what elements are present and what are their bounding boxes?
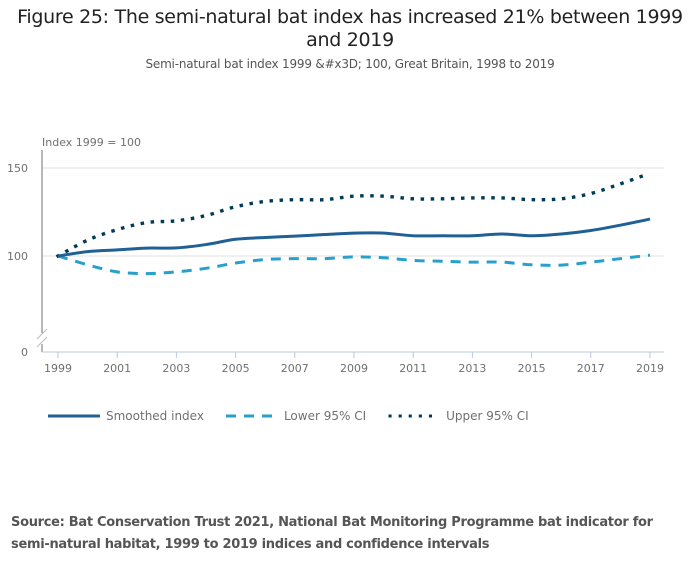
series-line-lower-95-ci <box>57 253 651 276</box>
y-tick-label: 0 <box>21 346 28 359</box>
legend: Smoothed index Lower 95% CI Upper 95% CI <box>48 408 551 424</box>
x-tick-label: 2009 <box>340 362 368 375</box>
series-line-upper-95-ci <box>55 171 653 259</box>
x-tick-label: 2019 <box>636 362 664 375</box>
legend-item-smoothed: Smoothed index <box>48 409 204 423</box>
x-tick-label: 2011 <box>399 362 427 375</box>
x-tick-label: 2005 <box>222 362 250 375</box>
chart-subtitle: Semi-natural bat index 1999 &#x3D; 100, … <box>145 57 555 71</box>
gridlines <box>42 167 664 257</box>
source-note: Source: Bat Conservation Trust 2021, Nat… <box>11 515 653 552</box>
legend-label: Lower 95% CI <box>283 409 367 423</box>
x-tick-label: 2007 <box>281 362 309 375</box>
x-tick-label: 2015 <box>518 362 546 375</box>
x-tick-label: 2001 <box>103 362 131 375</box>
dotted-line-swatch-icon <box>388 414 441 418</box>
legend-item-upper-ci: Upper 95% CI <box>388 409 529 423</box>
legend-label: Smoothed index <box>106 409 204 423</box>
series-lines <box>55 171 653 276</box>
chart-title: Figure 25: The semi-natural bat index ha… <box>17 6 683 51</box>
x-tick-label: 2003 <box>162 362 190 375</box>
axis-break-mark-icon <box>36 328 48 340</box>
legend-item-lower-ci: Lower 95% CI <box>225 409 367 423</box>
y-axis-label: Index 1999 = 100 <box>42 136 141 149</box>
solid-line-swatch-icon <box>48 414 100 418</box>
dashed-line-swatch-icon <box>225 414 278 418</box>
x-tick-label: 2013 <box>458 362 486 375</box>
x-tick-label: 1999 <box>44 362 72 375</box>
series-line-smoothed-index <box>57 217 651 258</box>
legend-label: Upper 95% CI <box>446 409 529 423</box>
y-tick-label: 150 <box>7 162 28 175</box>
axis-break-mark-icon <box>36 336 48 348</box>
y-tick-label: 100 <box>7 250 28 263</box>
x-tick-label: 2017 <box>577 362 605 375</box>
axes: 0 100 150 1999 2001 2003 2005 2007 2009 2011 2013 2… <box>7 150 664 375</box>
